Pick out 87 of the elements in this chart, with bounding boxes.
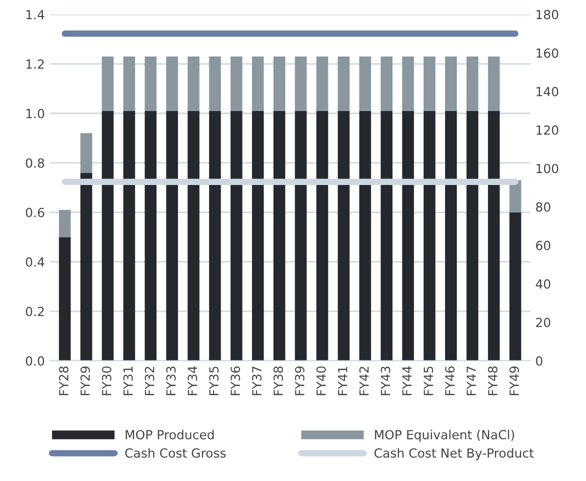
y-tick-label: 0.8 — [26, 158, 44, 168]
legend-label: Cash Cost Net By-Product — [374, 448, 534, 460]
x-tick-label: FY46 — [445, 366, 455, 396]
bar — [209, 56, 221, 111]
bar — [166, 110, 178, 361]
bar — [123, 56, 136, 111]
bar — [80, 133, 92, 173]
x-tick-label: FY44 — [402, 366, 412, 396]
bar — [58, 237, 71, 361]
legend-label: MOP Equivalent (NaCl) — [375, 430, 514, 442]
y-tick-label: 0.0 — [26, 356, 44, 366]
x-tick-label: FY35 — [209, 366, 219, 396]
bar — [488, 56, 500, 111]
y-tick-label: 0.4 — [26, 257, 44, 267]
bar — [424, 56, 436, 111]
bar — [188, 56, 200, 111]
bar — [252, 110, 264, 361]
x-tick-label: FY37 — [252, 366, 262, 396]
bar — [402, 110, 414, 361]
x-tick-label: FY42 — [359, 366, 369, 396]
y-tick-label: 1.0 — [26, 108, 44, 118]
bar — [338, 56, 350, 111]
y2-tick-label: 160 — [536, 48, 558, 58]
bar — [144, 110, 157, 361]
legend-label: Cash Cost Gross — [125, 448, 226, 458]
x-tick-label: FY28 — [59, 366, 68, 396]
bar — [316, 56, 328, 111]
y-tick-label: 0.2 — [26, 306, 44, 316]
bar — [466, 56, 478, 111]
y2-tick-label: 80 — [536, 202, 550, 212]
bar — [294, 56, 307, 111]
bar — [294, 110, 307, 361]
bar — [316, 110, 328, 361]
x-tick-label: FY31 — [123, 366, 133, 396]
x-tick-label: FY32 — [144, 366, 154, 396]
x-tick-label: FY29 — [80, 366, 90, 396]
y-tick-label: 0.6 — [26, 208, 44, 218]
bar — [188, 110, 200, 361]
bar — [252, 56, 264, 111]
bar — [445, 56, 457, 111]
x-tick-label: FY49 — [509, 366, 519, 396]
bar — [359, 110, 372, 361]
x-tick-label: FY40 — [316, 366, 326, 396]
bar — [209, 110, 221, 361]
bar — [359, 56, 372, 111]
bar — [123, 110, 136, 361]
y2-tick-label: 180 — [536, 10, 558, 20]
y2-tick-label: 120 — [536, 125, 558, 135]
y2-tick-label: 100 — [536, 164, 558, 174]
bar — [488, 110, 500, 361]
bar — [445, 110, 457, 361]
bar — [230, 56, 242, 111]
x-tick-label: FY39 — [294, 366, 304, 396]
x-tick-label: FY36 — [230, 366, 240, 396]
bar — [509, 212, 522, 361]
bar — [230, 110, 242, 361]
bar — [80, 172, 92, 361]
x-tick-label: FY41 — [338, 366, 348, 396]
bar — [102, 56, 114, 111]
bar — [466, 110, 478, 361]
x-tick-label: FY38 — [274, 366, 283, 396]
y2-tick-label: 40 — [536, 279, 550, 289]
x-tick-label: FY43 — [380, 366, 390, 396]
bar — [144, 56, 157, 111]
x-tick-label: FY33 — [166, 366, 176, 396]
y-tick-label: 1.4 — [26, 10, 44, 20]
y-tick-label: 1.2 — [26, 59, 44, 69]
bar — [338, 110, 350, 361]
y2-tick-label: 0 — [536, 356, 542, 366]
bar — [424, 110, 436, 361]
bar — [402, 56, 414, 111]
x-tick-label: FY45 — [424, 366, 434, 396]
x-tick-label: FY47 — [466, 366, 476, 396]
x-tick-label: FY48 — [488, 366, 498, 396]
y2-tick-label: 20 — [536, 318, 550, 328]
bar — [58, 210, 71, 238]
bar — [102, 110, 114, 361]
x-tick-label: FY30 — [102, 366, 112, 396]
legend-label: MOP Produced — [126, 430, 214, 440]
y2-tick-label: 140 — [536, 86, 558, 96]
bar — [380, 110, 392, 361]
bar — [380, 56, 392, 111]
x-tick-label: FY34 — [188, 366, 198, 396]
y2-tick-label: 60 — [536, 240, 550, 250]
bar — [273, 56, 286, 111]
bar — [273, 110, 286, 361]
bar — [166, 56, 178, 111]
